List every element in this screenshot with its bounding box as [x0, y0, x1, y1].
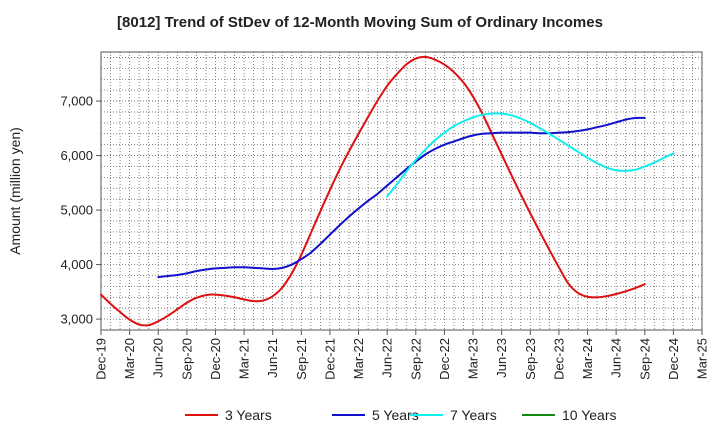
x-tick-label: Dec-23	[551, 338, 566, 380]
legend-label-7-years: 7 Years	[450, 407, 497, 423]
x-tick-label: Dec-21	[322, 338, 337, 380]
x-tick-label: Mar-23	[466, 338, 481, 379]
x-tick-label: Jun-22	[380, 338, 395, 378]
plot-frame	[100, 51, 703, 331]
x-tick-label: Sep-23	[523, 338, 538, 380]
y-axis-ticks: 3,000 4,000 5,000 6,000 7,000	[60, 94, 101, 327]
legend: 3 Years 5 Years 7 Years 10 Years	[185, 407, 617, 423]
x-tick-label: Mar-21	[237, 338, 252, 379]
chart-title: [8012] Trend of StDev of 12-Month Moving…	[117, 14, 603, 31]
x-tick-label: Dec-24	[666, 338, 681, 380]
y-tick-label: 5,000	[60, 203, 93, 218]
series-line-3-years	[100, 55, 646, 327]
grid	[101, 52, 702, 331]
y-tick-label: 7,000	[60, 94, 93, 109]
series-line-5-years	[157, 116, 646, 279]
y-axis-title: Amount (million yen)	[7, 127, 23, 255]
x-tick-label: Sep-21	[294, 338, 309, 380]
x-tick-label: Dec-19	[94, 338, 109, 380]
x-tick-label: Jun-23	[494, 338, 509, 378]
x-tick-label: Mar-20	[122, 338, 137, 379]
series-line-7-years	[386, 112, 675, 198]
y-tick-label: 3,000	[60, 312, 93, 327]
legend-label-10-years: 10 Years	[562, 407, 617, 423]
legend-label-5-years: 5 Years	[372, 407, 419, 423]
x-tick-label: Jun-21	[265, 338, 280, 378]
y-tick-label: 6,000	[60, 148, 93, 163]
x-tick-label: Sep-22	[408, 338, 423, 380]
x-tick-label: Dec-22	[437, 338, 452, 380]
x-axis-ticks: Dec-19 Mar-20 Jun-20 Sep-20 Dec-20 Mar-21 Jun-…	[94, 330, 710, 380]
legend-label-3-years: 3 Years	[225, 407, 272, 423]
x-tick-label: Mar-24	[580, 338, 595, 379]
series-layer	[100, 55, 675, 327]
x-tick-label: Jun-20	[151, 338, 166, 378]
x-tick-label: Jun-24	[609, 338, 624, 378]
x-tick-label: Sep-24	[637, 338, 652, 380]
x-tick-label: Mar-22	[351, 338, 366, 379]
x-tick-label: Dec-20	[208, 338, 223, 380]
x-tick-label: Sep-20	[179, 338, 194, 380]
x-tick-label: Mar-25	[695, 338, 710, 379]
y-tick-label: 4,000	[60, 257, 93, 272]
